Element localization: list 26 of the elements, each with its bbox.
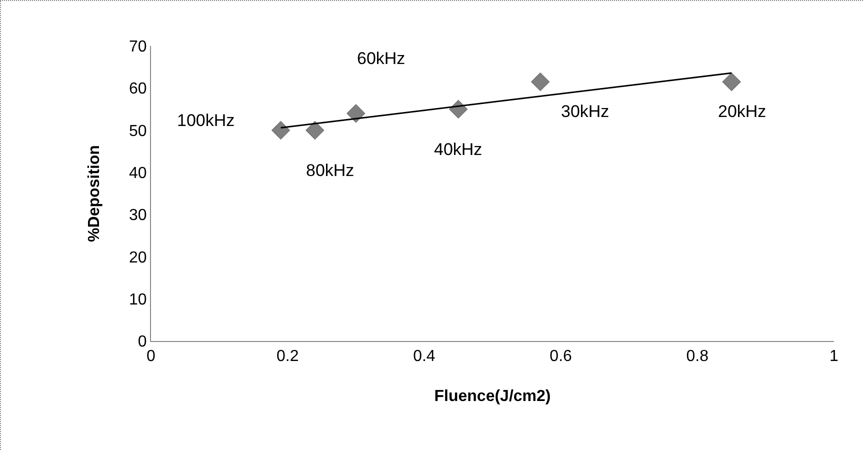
x-tick-label: 0.6	[550, 348, 572, 366]
point	[271, 120, 290, 140]
y-tick-label: 40	[129, 165, 147, 182]
x-tick-label: 0.2	[276, 348, 299, 366]
annotation: 30kHz	[561, 102, 610, 121]
annotation: 60kHz	[357, 49, 406, 68]
y-tick-label: 10	[129, 291, 147, 308]
annotation: 20kHz	[718, 102, 766, 121]
y-tick-label: 60	[129, 80, 147, 98]
y-axis-title: %Deposition	[86, 145, 103, 242]
y-tick-label: 20	[129, 249, 147, 266]
y-tick-label: 0	[138, 334, 147, 351]
point	[346, 104, 366, 123]
x-tick-label: 0.4	[413, 348, 436, 366]
annotation: 40kHz	[434, 140, 482, 159]
point	[722, 72, 741, 92]
y-tick-label: 30	[129, 207, 147, 224]
point	[530, 72, 550, 92]
x-tick-label: 1	[830, 348, 839, 366]
point	[306, 120, 324, 140]
annotation: 80kHz	[306, 161, 354, 180]
x-tick-label: 0.8	[686, 348, 709, 366]
x-axis-title: Fluence(J/cm2)	[434, 388, 551, 405]
annotation: 100kHz	[177, 111, 235, 130]
y-tick-label: 70	[129, 38, 147, 56]
y-tick-label: 50	[129, 122, 147, 140]
